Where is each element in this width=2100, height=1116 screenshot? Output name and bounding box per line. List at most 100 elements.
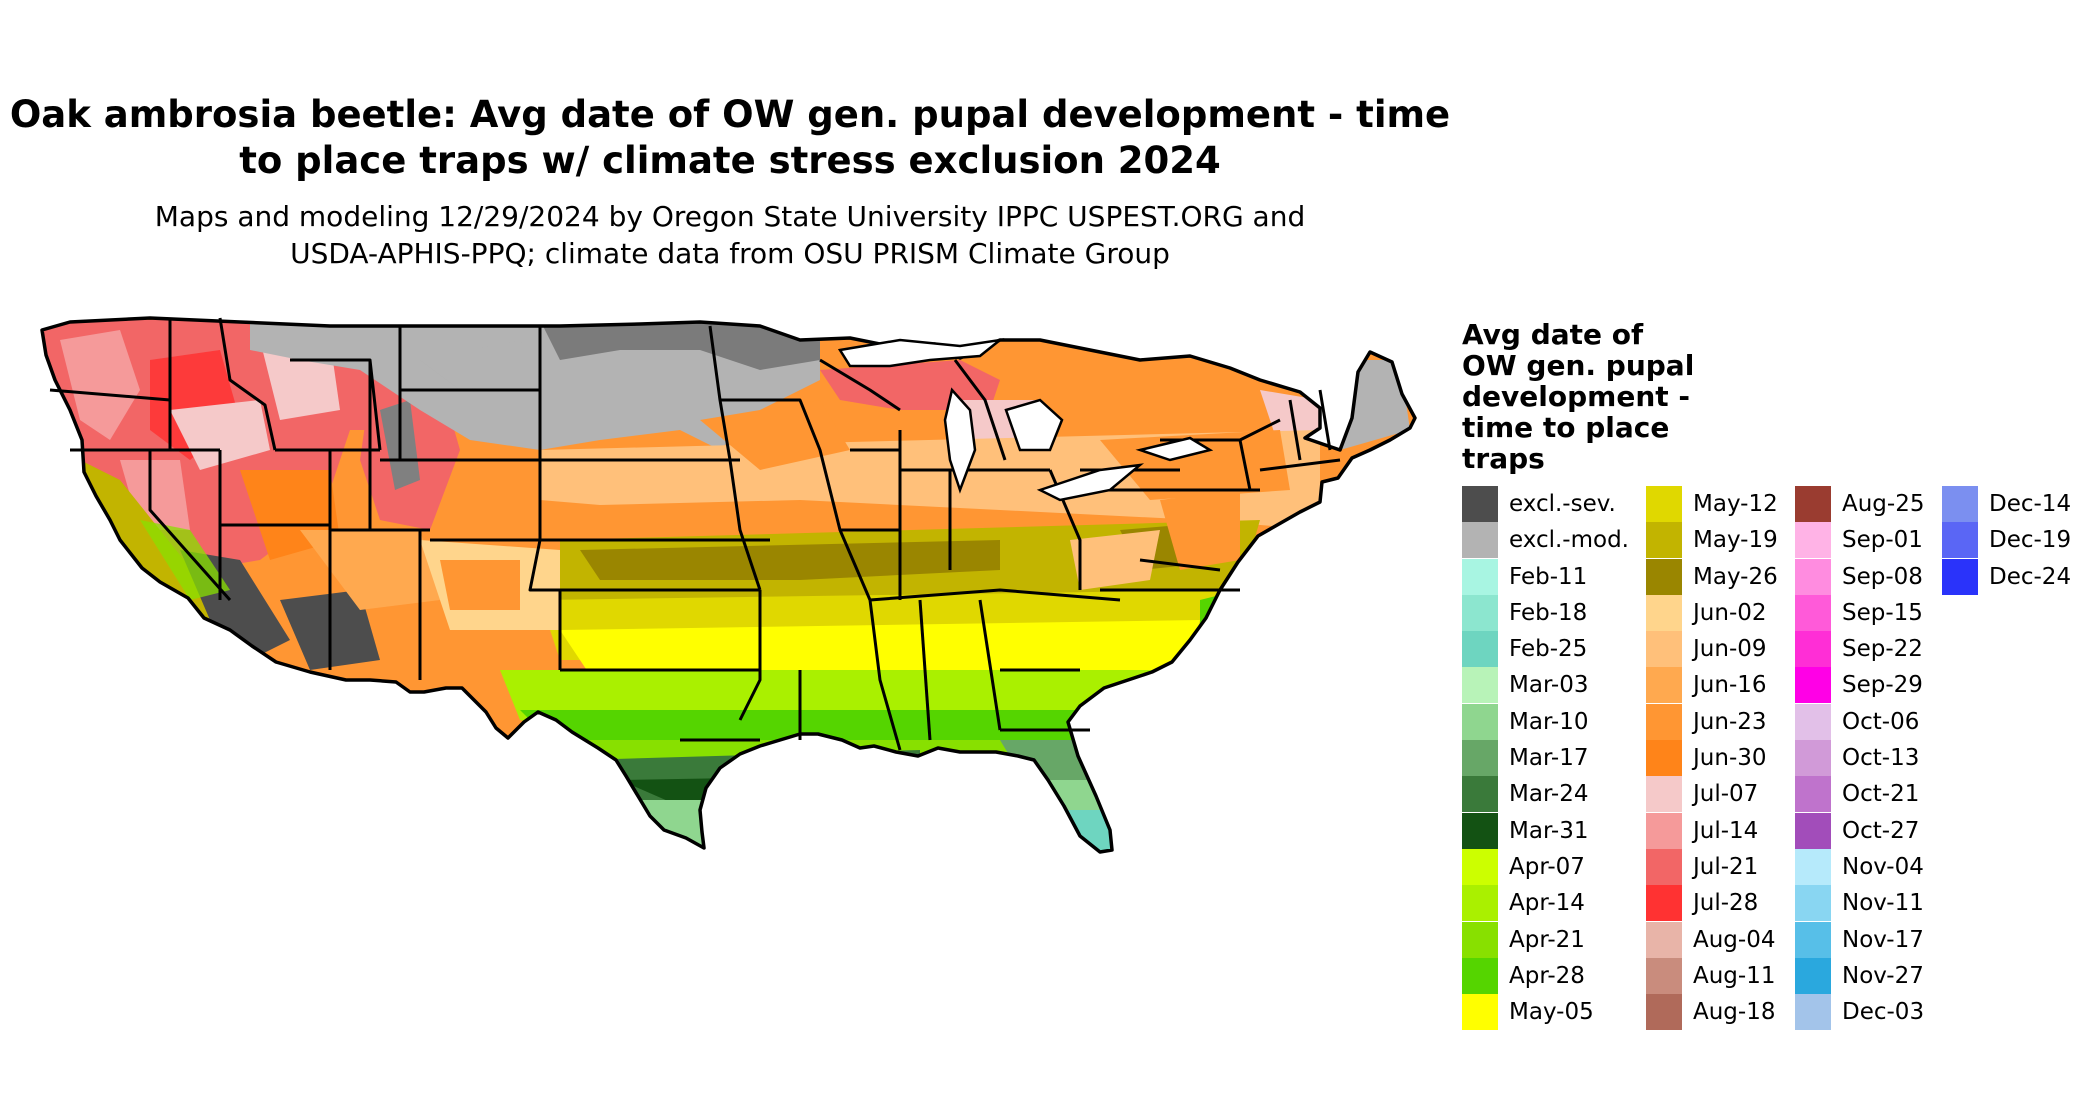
legend-label: Jul-14 [1693, 817, 1759, 844]
legend-swatch [1646, 957, 1682, 994]
legend-title-line: Avg date of [1462, 318, 1644, 351]
legend-label: Dec-24 [1989, 563, 2072, 590]
legend-swatch [1462, 885, 1498, 922]
legend-label: Aug-04 [1693, 926, 1776, 953]
legend-label: Aug-25 [1842, 491, 1925, 517]
legend-label: Mar-10 [1509, 708, 1589, 735]
legend-label: Jul-07 [1693, 781, 1759, 808]
legend-swatch [1646, 522, 1682, 559]
us-phenology-map [40, 316, 1417, 854]
subtitle-line-2: USDA-APHIS-PPQ; climate data from OSU PR… [290, 237, 1170, 270]
legend-label: May-12 [1693, 491, 1778, 517]
legend-swatch [1795, 667, 1831, 704]
legend-label: May-05 [1509, 999, 1594, 1026]
legend-swatch [1795, 885, 1831, 922]
legend-title-line: traps [1462, 442, 1545, 475]
legend-label: Jul-28 [1693, 890, 1759, 917]
legend-label: Apr-28 [1509, 962, 1585, 989]
legend-label: Oct-06 [1842, 708, 1920, 735]
legend-swatch [1646, 703, 1682, 740]
legend-swatch [1646, 921, 1682, 958]
legend-label: Nov-27 [1842, 962, 1924, 989]
legend-swatch [1462, 921, 1498, 958]
legend-label: Apr-14 [1509, 890, 1585, 917]
legend-swatch [1462, 558, 1498, 595]
legend-swatch [1462, 848, 1498, 885]
legend-swatch [1462, 776, 1498, 813]
subtitle-line-1: Maps and modeling 12/29/2024 by Oregon S… [154, 200, 1306, 233]
legend-swatch [1462, 957, 1498, 994]
legend-swatch [1646, 848, 1682, 885]
legend-label: Aug-11 [1693, 962, 1776, 989]
legend-label: Oct-13 [1842, 745, 1920, 772]
legend-label: Dec-03 [1842, 999, 1925, 1026]
legend-label: Sep-01 [1842, 527, 1923, 554]
legend-swatch [1795, 631, 1831, 668]
legend-label: Sep-15 [1842, 599, 1923, 626]
legend-swatch [1795, 812, 1831, 849]
legend-label: Jun-30 [1693, 745, 1767, 772]
legend-label: Feb-11 [1509, 563, 1588, 590]
legend-label: Mar-24 [1509, 781, 1589, 808]
legend-swatch [1795, 957, 1831, 994]
legend-label: Jun-23 [1693, 708, 1767, 735]
legend-swatch [1646, 776, 1682, 813]
legend-swatch [1462, 486, 1498, 522]
legend-label: Dec-19 [1989, 527, 2072, 554]
title-line-1: Oak ambrosia beetle: Avg date of OW gen.… [9, 93, 1451, 136]
legend-label: Apr-07 [1509, 853, 1585, 880]
legend-swatch [1942, 486, 1978, 522]
legend-swatch [1795, 703, 1831, 740]
legend-swatch [1462, 740, 1498, 777]
map-title: Oak ambrosia beetle: Avg date of OW gen.… [0, 92, 1460, 184]
legend-swatch [1462, 594, 1498, 631]
legend-title-line: OW gen. pupal [1462, 349, 1695, 382]
legend-label: Feb-25 [1509, 636, 1588, 663]
title-line-2: to place traps w/ climate stress exclusi… [239, 139, 1221, 182]
legend-swatch [1462, 812, 1498, 849]
legend-label: Mar-31 [1509, 817, 1589, 844]
legend-swatch [1795, 486, 1831, 522]
legend-swatch [1646, 994, 1682, 1031]
legend-label: Jun-09 [1693, 636, 1767, 663]
legend-label: excl.-mod. [1509, 527, 1629, 554]
legend-label: Apr-21 [1509, 926, 1585, 953]
legend-swatch [1646, 667, 1682, 704]
legend-swatch [1795, 522, 1831, 559]
legend-swatch [1795, 740, 1831, 777]
legend-label: Jun-02 [1693, 599, 1767, 626]
legend-swatch [1942, 558, 1978, 595]
legend-label: Jun-16 [1693, 672, 1767, 699]
legend-swatch [1795, 848, 1831, 885]
legend-swatch [1646, 885, 1682, 922]
legend-swatch [1646, 486, 1682, 522]
legend-label: Jul-21 [1693, 853, 1759, 880]
legend-label: Sep-08 [1842, 563, 1923, 590]
legend-label: May-19 [1693, 527, 1778, 554]
legend-swatch [1795, 594, 1831, 631]
legend-swatch [1462, 522, 1498, 559]
legend-label: Aug-18 [1693, 999, 1776, 1026]
legend-label: Sep-22 [1842, 636, 1923, 663]
legend-label: May-26 [1693, 563, 1778, 590]
legend-swatch [1646, 594, 1682, 631]
legend-swatch [1646, 812, 1682, 849]
legend-swatch [1462, 994, 1498, 1031]
legend-label: Oct-27 [1842, 817, 1920, 844]
legend-swatch [1646, 558, 1682, 595]
state-boundaries [40, 316, 1417, 854]
legend-swatch [1462, 703, 1498, 740]
legend-label: Mar-17 [1509, 745, 1589, 772]
legend-swatch [1795, 994, 1831, 1031]
map-subtitle: Maps and modeling 12/29/2024 by Oregon S… [0, 198, 1460, 272]
legend-swatch [1795, 776, 1831, 813]
legend-swatch [1462, 631, 1498, 668]
legend-title: Avg date of OW gen. pupal development - … [1462, 319, 1742, 474]
legend-label: Nov-04 [1842, 853, 1924, 880]
legend-label: excl.-sev. [1509, 491, 1616, 517]
legend-label: Dec-14 [1989, 491, 2072, 517]
legend-label: Oct-21 [1842, 781, 1920, 808]
legend-title-line: development - [1462, 380, 1691, 413]
great-lakes [837, 338, 1214, 502]
legend-swatch [1646, 740, 1682, 777]
